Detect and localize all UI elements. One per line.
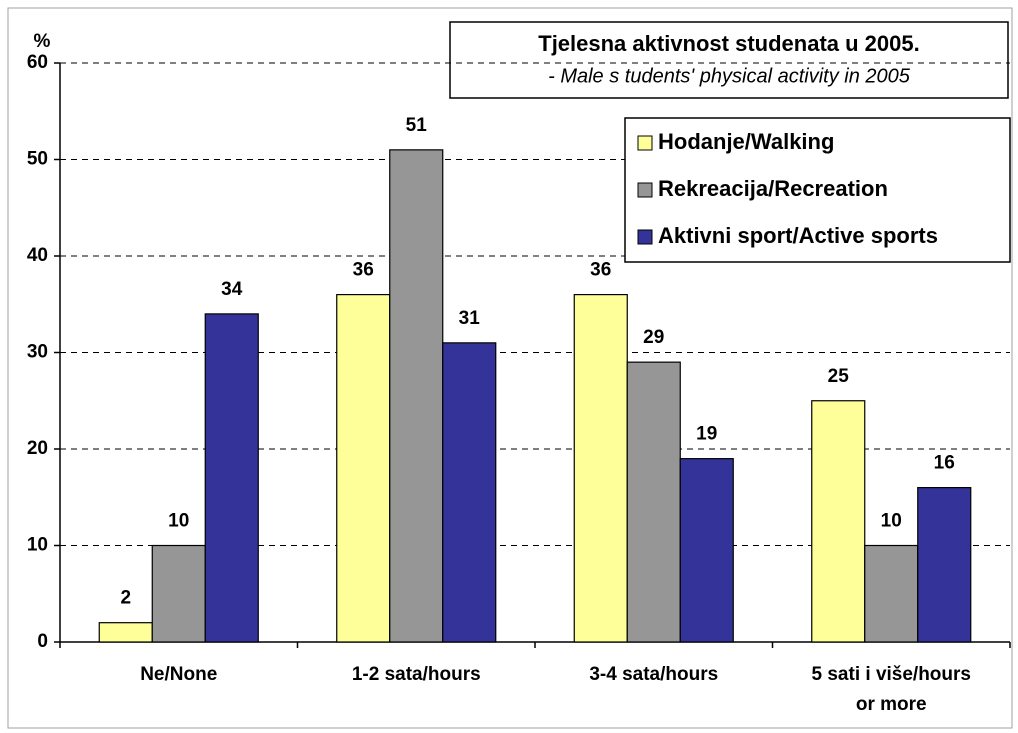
legend-label: Hodanje/Walking [658, 129, 834, 154]
title-box [449, 21, 1009, 99]
bar [573, 294, 628, 643]
data-label: 36 [353, 260, 374, 281]
x-tick-label: 3-4 sata/hours [589, 664, 718, 685]
bar [811, 400, 866, 643]
bar [626, 361, 681, 643]
legend-swatch [637, 229, 653, 245]
data-label: 10 [881, 511, 902, 532]
bar [98, 622, 153, 643]
bar [442, 342, 497, 643]
data-label: 51 [406, 115, 428, 136]
y-tick-label: 50 [27, 149, 48, 170]
x-tick-label: 1-2 sata/hours [352, 664, 481, 685]
y-tick-label: 10 [27, 535, 48, 556]
data-label: 2 [120, 588, 131, 609]
bar [336, 294, 391, 643]
y-tick-label: 0 [37, 631, 48, 652]
bar [679, 458, 734, 643]
data-label: 16 [934, 453, 955, 474]
data-label: 34 [221, 279, 243, 300]
legend-swatch [637, 135, 653, 151]
data-label: 31 [459, 308, 481, 329]
legend-label: Aktivni sport/Active sports [658, 223, 938, 248]
bar [389, 149, 444, 643]
bar [151, 544, 206, 643]
y-axis-label: % [34, 31, 51, 52]
bar [204, 313, 259, 643]
legend-swatch [637, 182, 653, 198]
data-label: 19 [696, 424, 717, 445]
bar [917, 487, 972, 643]
x-tick-label: Ne/None [140, 664, 217, 685]
x-tick-label-line: or more [856, 694, 927, 715]
y-tick-label: 60 [27, 52, 48, 73]
bar [864, 544, 919, 643]
legend-box [624, 117, 1011, 263]
chart-title: Tjelesna aktivnost studenata u 2005. [538, 31, 919, 56]
x-tick-label: 5 sati i više/hours or more [812, 664, 971, 715]
chart-subtitle: - Male s tudents' physical activity in 2… [548, 65, 911, 87]
data-label: 25 [828, 366, 850, 387]
data-label: 10 [168, 511, 189, 532]
x-tick-label-line: 5 sati i više/hours [812, 664, 971, 685]
y-tick-label: 40 [27, 245, 48, 266]
y-tick-label: 20 [27, 438, 48, 459]
legend-label: Rekreacija/Recreation [658, 176, 888, 201]
data-label: 29 [643, 327, 664, 348]
y-tick-label: 30 [27, 342, 48, 363]
data-label: 36 [590, 260, 611, 281]
